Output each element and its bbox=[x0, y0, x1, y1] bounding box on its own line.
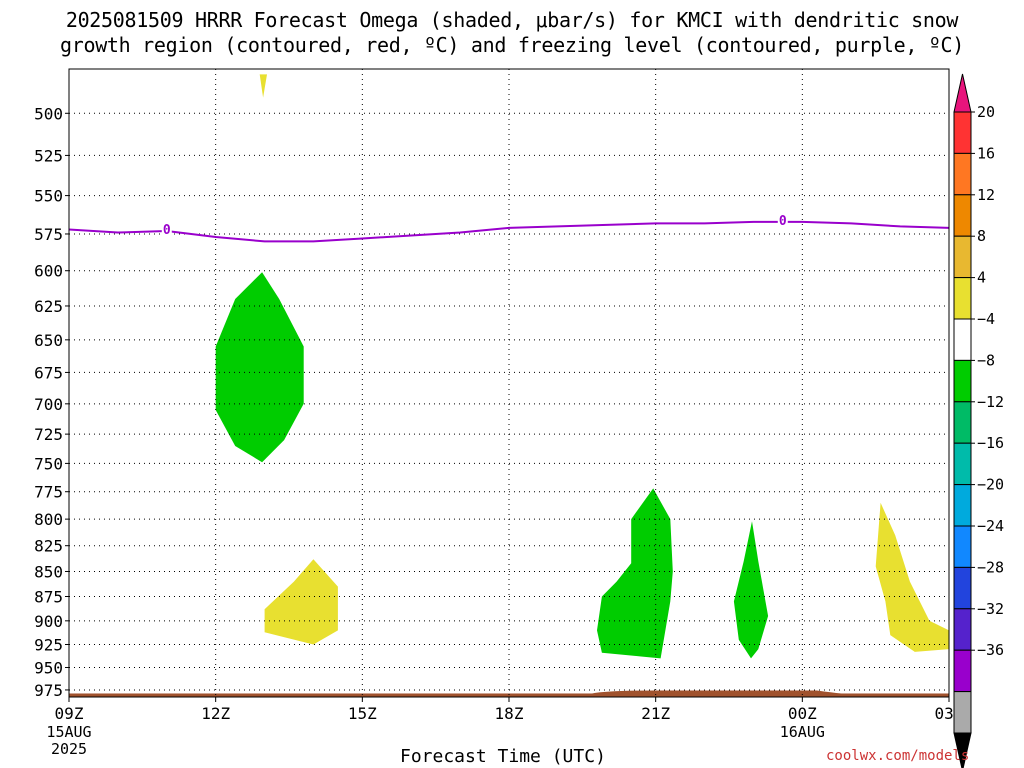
colorbar-label-0: 20 bbox=[977, 103, 995, 121]
colorbar-segment-6 bbox=[953, 318, 972, 361]
colorbar-label-8: −16 bbox=[977, 434, 1004, 452]
colorbar-segment-9 bbox=[953, 442, 972, 486]
colorbar-label-5: −4 bbox=[977, 310, 995, 328]
colorbar-segment-8 bbox=[953, 401, 972, 444]
omega-region-4 bbox=[733, 521, 769, 659]
colorbar: 20 16 12 8 4 −4 −8 −12 −16 −20 −24 −28 −32 −36 bbox=[953, 73, 1004, 768]
x-axis-title: Forecast Time (UTC) bbox=[400, 746, 606, 767]
colorbar-segment-12 bbox=[953, 566, 972, 610]
y-tick-label-725: 725 bbox=[34, 425, 63, 444]
x-tick-label-5: 00Z bbox=[788, 704, 817, 723]
colorbar-segment-4 bbox=[953, 235, 972, 279]
terrain-strip bbox=[69, 693, 949, 697]
omega-region-2 bbox=[264, 559, 338, 645]
colorbar-segment-7 bbox=[953, 359, 972, 403]
y-tick-label-525: 525 bbox=[34, 146, 63, 165]
colorbar-segment-13 bbox=[953, 608, 972, 651]
colorbar-label-1: 16 bbox=[977, 144, 995, 162]
freezing-level-contour: 00 bbox=[68, 213, 950, 243]
x-tick-label-3: 18Z bbox=[495, 704, 524, 723]
colorbar-segment-14 bbox=[953, 649, 972, 693]
chart-title-line1: 2025081509 HRRR Forecast Omega (shaded, … bbox=[65, 8, 959, 32]
y-tick-label-700: 700 bbox=[34, 395, 63, 414]
colorbar-label-7: −12 bbox=[977, 393, 1004, 411]
y-tick-label-950: 950 bbox=[34, 659, 63, 678]
colorbar-top-arrow bbox=[953, 73, 972, 113]
y-tick-label-550: 550 bbox=[34, 187, 63, 206]
freezing-level-label-1: 0 bbox=[779, 214, 787, 229]
omega-region-5 bbox=[875, 502, 949, 652]
x-tick-label-0: 09Z bbox=[55, 704, 84, 723]
omega-region-0 bbox=[259, 74, 267, 98]
colorbar-segment-5 bbox=[953, 277, 972, 320]
colorbar-segment-3 bbox=[953, 194, 972, 237]
terrain-bump bbox=[592, 690, 842, 694]
x-tick-date-0: 15AUG bbox=[46, 723, 91, 741]
y-tick-label-925: 925 bbox=[34, 635, 63, 654]
colorbar-label-12: −32 bbox=[977, 600, 1004, 618]
plot-frame bbox=[68, 68, 950, 698]
y-tick-label-800: 800 bbox=[34, 510, 63, 529]
freezing-level-label-0: 0 bbox=[163, 223, 171, 238]
y-tick-label-875: 875 bbox=[34, 588, 63, 607]
y-tick-label-900: 900 bbox=[34, 612, 63, 631]
x-tick-label-2: 15Z bbox=[348, 704, 377, 723]
y-tick-label-975: 975 bbox=[34, 681, 63, 700]
colorbar-segment-15 bbox=[953, 691, 972, 734]
colorbar-label-10: −24 bbox=[977, 517, 1004, 535]
y-tick-label-775: 775 bbox=[34, 483, 63, 502]
y-tick-label-575: 575 bbox=[34, 225, 63, 244]
y-tick-label-825: 825 bbox=[34, 537, 63, 556]
y-tick-label-500: 500 bbox=[34, 104, 63, 123]
y-tick-label-625: 625 bbox=[34, 297, 63, 316]
x-tick-label-1: 12Z bbox=[201, 704, 230, 723]
colorbar-label-9: −20 bbox=[977, 476, 1004, 494]
y-tick-label-600: 600 bbox=[34, 262, 63, 281]
y-tick-label-675: 675 bbox=[34, 363, 63, 382]
colorbar-segment-10 bbox=[953, 484, 972, 527]
colorbar-label-13: −36 bbox=[977, 641, 1004, 659]
colorbar-label-2: 12 bbox=[977, 186, 995, 204]
colorbar-label-6: −8 bbox=[977, 351, 995, 369]
colorbar-label-3: 8 bbox=[977, 227, 986, 245]
colorbar-label-11: −28 bbox=[977, 558, 1004, 576]
y-tick-label-650: 650 bbox=[34, 331, 63, 350]
colorbar-segment-11 bbox=[953, 525, 972, 568]
chart-title: 2025081509 HRRR Forecast Omega (shaded, … bbox=[0, 8, 1024, 58]
freezing-label-bg-1 bbox=[777, 213, 788, 227]
grid-lines bbox=[69, 69, 949, 697]
x-tick-label-4: 21Z bbox=[641, 704, 670, 723]
omega-region-3 bbox=[597, 488, 673, 659]
omega-fills bbox=[69, 74, 949, 697]
source-credit: coolwx.com/models bbox=[826, 748, 970, 764]
y-tick-label-750: 750 bbox=[34, 454, 63, 473]
x-tick-year-0: 2025 bbox=[51, 740, 87, 758]
colorbar-segment-2 bbox=[953, 152, 972, 196]
y-tick-label-850: 850 bbox=[34, 562, 63, 581]
freezing-level-line bbox=[68, 220, 950, 243]
x-tick-date-5: 16AUG bbox=[780, 723, 825, 741]
chart-title-line2: growth region (contoured, red, ºC) and f… bbox=[59, 33, 965, 57]
freezing-label-bg-0 bbox=[161, 222, 172, 236]
colorbar-bottom-arrow bbox=[953, 732, 972, 768]
colorbar-segment-1 bbox=[953, 111, 972, 154]
y-axis: 500 525 550 575 600 625 650 675 700 725 750 775 800 8… bbox=[34, 104, 69, 700]
colorbar-label-4: 4 bbox=[977, 269, 986, 287]
omega-region-1 bbox=[215, 272, 304, 463]
